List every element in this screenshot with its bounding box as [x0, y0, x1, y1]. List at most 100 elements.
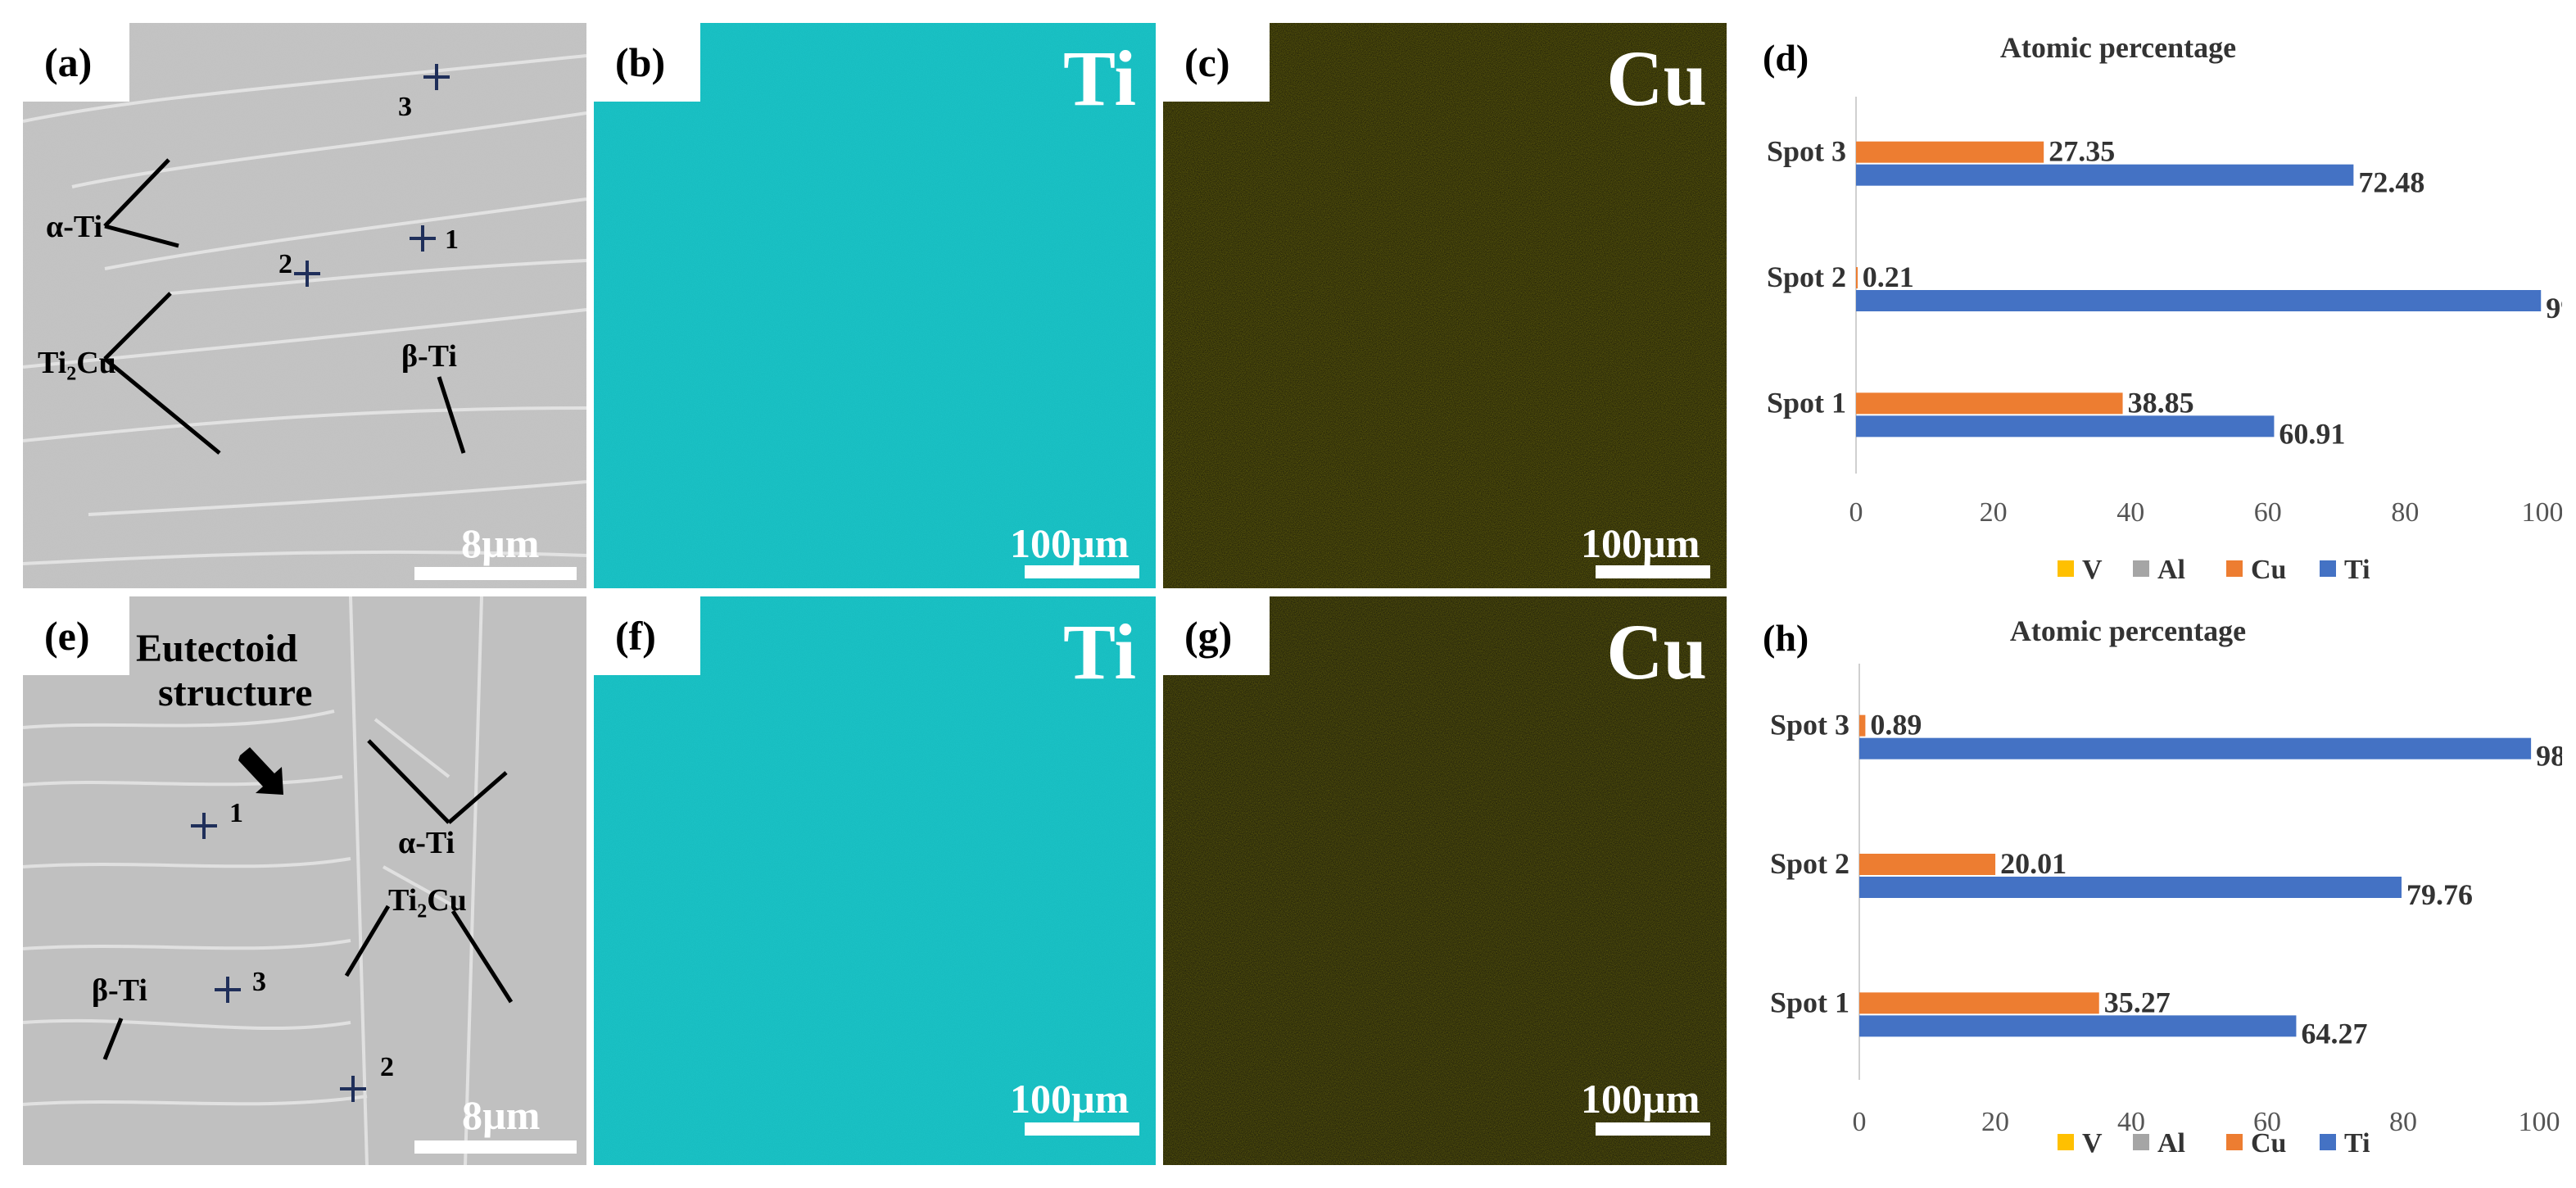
legend-entry: Al — [2157, 555, 2185, 585]
data-label-ti: 60.91 — [2279, 417, 2345, 450]
eds-texture-f — [594, 596, 1156, 1165]
sem-image-e: (e) Eutectoid structure α-Ti Ti2Cu β-Ti … — [23, 596, 586, 1165]
scale-bar — [414, 567, 577, 580]
spot-number-1: 1 — [445, 224, 459, 255]
eutectoid-annotation-line1: Eutectoid — [136, 627, 298, 670]
element-label: Ti — [1063, 34, 1136, 122]
bar-ti — [1859, 877, 2402, 898]
eds-texture-b — [594, 23, 1156, 588]
x-tick-label: 40 — [2116, 497, 2144, 528]
legend-entry: Cu — [2251, 1128, 2286, 1159]
scale-bar-label: 100µm — [1010, 1076, 1130, 1122]
bar-ti — [1856, 290, 2542, 311]
panel-tag: (f) — [594, 596, 700, 675]
panel-tag: (c) — [1163, 23, 1270, 102]
data-label-cu: 20.01 — [2000, 847, 2067, 880]
panel-tag: (h) — [1763, 617, 1809, 659]
x-tick-label: 100 — [2522, 497, 2563, 528]
panel-tag: (a) — [23, 23, 129, 102]
bar-cu — [1859, 854, 1996, 875]
element-label: Ti — [1063, 608, 1136, 696]
legend-swatch — [2320, 1134, 2336, 1150]
scale-bar — [1025, 565, 1139, 578]
spot-number-1: 1 — [229, 798, 243, 828]
scale-bar — [1025, 1122, 1139, 1136]
scale-bar — [1596, 1122, 1710, 1136]
element-label: Cu — [1606, 34, 1707, 122]
scale-bar — [414, 1140, 577, 1154]
bar-cu — [1856, 267, 1858, 288]
scale-bar-label: 100µm — [1581, 1076, 1700, 1122]
sem-image-a: (a) α-Ti Ti2Cu β-Ti 1 2 3 8µm — [23, 23, 586, 588]
phase-label-beta-ti: β-Ti — [92, 973, 147, 1008]
x-tick-label: 20 — [1980, 497, 2008, 528]
phase-label-beta-ti: β-Ti — [401, 339, 457, 374]
eutectoid-annotation-line2: structure — [158, 671, 313, 714]
phase-label-ti2cu: Ti2Cu — [388, 883, 467, 923]
sem-texture-e — [23, 596, 586, 1165]
x-tick-label: 60 — [2254, 497, 2282, 528]
bar-cu — [1856, 141, 2044, 163]
element-label: Cu — [1606, 608, 1707, 696]
data-label-ti: 72.48 — [2358, 166, 2424, 199]
x-tick-label: 100 — [2519, 1107, 2560, 1137]
legend-entry: Cu — [2251, 555, 2286, 585]
x-tick-label: 60 — [2253, 1107, 2281, 1137]
data-label-ti: 99.79 — [2546, 292, 2562, 324]
legend-swatch — [2058, 560, 2074, 577]
spot-number-2: 2 — [380, 1052, 394, 1082]
category-label: Spot 2 — [1770, 847, 1849, 880]
phase-label-alpha-ti: α-Ti — [46, 210, 103, 244]
x-tick-label: 0 — [1853, 1107, 1867, 1137]
x-tick-label: 80 — [2391, 497, 2419, 528]
legend-swatch — [2226, 560, 2243, 577]
panel-tag: (e) — [23, 596, 129, 675]
chart-title: Atomic percentage — [2010, 614, 2246, 647]
eds-texture-c — [1163, 23, 1727, 588]
bar-ti — [1856, 164, 2354, 186]
spot-number-2: 2 — [278, 249, 292, 279]
x-tick-label: 40 — [2117, 1107, 2145, 1137]
bar-cu — [1859, 714, 1866, 737]
eds-map-ti-b: (b) Ti 100µm — [594, 23, 1156, 588]
eds-map-cu-g: (g) Cu 100µm — [1163, 596, 1727, 1165]
data-label-cu: 0.21 — [1863, 261, 1914, 293]
x-tick-label: 0 — [1849, 497, 1863, 528]
x-tick-label: 80 — [2389, 1107, 2417, 1137]
atomic-percentage-chart-d: (d) Atomic percentage 0 20 40 60 80 100 Spot 3 27… — [1763, 31, 2563, 585]
category-label: Spot 2 — [1767, 261, 1846, 293]
scale-bar-label: 100µm — [1581, 520, 1700, 566]
eds-map-cu-c: (c) Cu 100µm — [1163, 23, 1727, 588]
scale-bar-label: 8µm — [462, 1092, 541, 1138]
category-label: Spot 3 — [1767, 135, 1846, 168]
x-tick-label: 20 — [1981, 1107, 2009, 1137]
bar-ti — [1859, 1015, 2297, 1037]
chart-title: Atomic percentage — [2000, 31, 2236, 64]
data-label-cu: 35.27 — [2104, 986, 2171, 1018]
annotation-arrow — [238, 747, 283, 795]
legend-entry: Ti — [2344, 1128, 2370, 1159]
legend-swatch — [2058, 1134, 2074, 1150]
legend-swatch — [2320, 560, 2336, 577]
legend-entry: V — [2082, 555, 2103, 585]
spot-number-3: 3 — [252, 967, 266, 997]
panel-tag: (b) — [594, 23, 700, 102]
scale-bar-label: 100µm — [1010, 520, 1130, 566]
panel-tag: (d) — [1763, 37, 1809, 79]
bar-ti — [1856, 415, 2275, 438]
chart-panel-h: (h) Atomic percentage 0 20 40 60 80 100 Spot 3 0.… — [1735, 598, 2562, 1172]
legend-swatch — [2226, 1134, 2243, 1150]
data-label-cu: 0.89 — [1870, 709, 1922, 741]
spot-number-3: 3 — [398, 92, 412, 122]
legend-swatch — [2133, 560, 2149, 577]
legend-entry: Ti — [2344, 555, 2370, 585]
category-label: Spot 3 — [1770, 709, 1849, 741]
legend-swatch — [2133, 1134, 2149, 1150]
eds-map-ti-f: (f) Ti 100µm — [594, 596, 1156, 1165]
chart-panel-d: (d) Atomic percentage 0 20 40 60 80 100 Spot 3 27… — [1735, 15, 2562, 598]
scale-bar — [1596, 565, 1710, 578]
eds-texture-g — [1163, 596, 1727, 1165]
bar-cu — [1856, 392, 2123, 415]
data-label-ti: 79.76 — [2406, 878, 2473, 911]
data-label-cu: 27.35 — [2049, 135, 2115, 168]
